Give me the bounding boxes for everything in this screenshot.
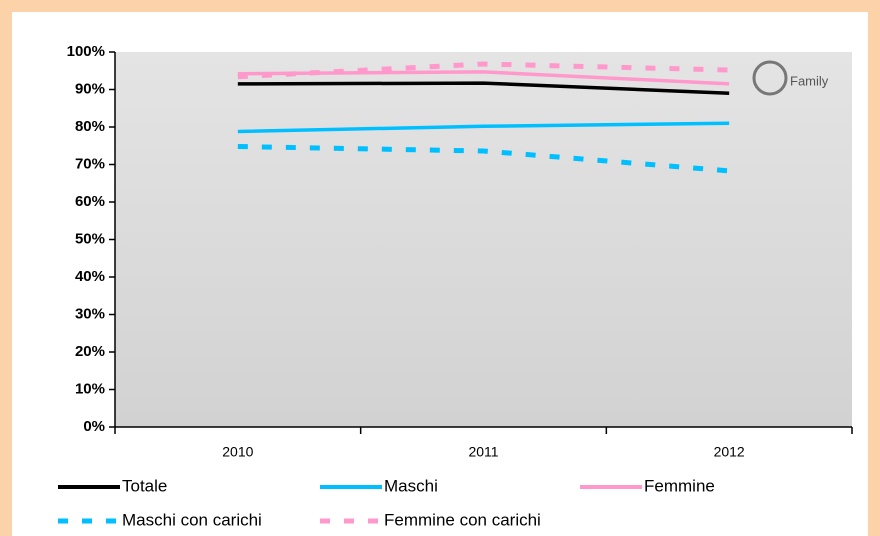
- legend-label: Maschi con carichi: [122, 510, 262, 529]
- x-tick-label: 2010: [222, 444, 253, 460]
- legend-label: Maschi: [384, 476, 438, 495]
- y-tick-label: 10%: [75, 380, 105, 397]
- series-line: [237, 81, 730, 95]
- x-tick-label: 2012: [714, 444, 745, 460]
- y-tick-label: 80%: [75, 118, 105, 135]
- y-tick-label: 30%: [75, 305, 105, 322]
- y-tick-label: 50%: [75, 230, 105, 247]
- logo: Family: [752, 60, 829, 96]
- series-line: [237, 61, 730, 80]
- legend-label: Femmine: [644, 476, 715, 495]
- legend-label: Femmine con carichi: [384, 510, 541, 529]
- series-line: [237, 144, 730, 174]
- plot-area: [115, 52, 852, 427]
- y-tick-label: 70%: [75, 155, 105, 172]
- y-tick-label: 0%: [83, 418, 105, 435]
- y-tick-label: 60%: [75, 193, 105, 210]
- logo-icon: [752, 60, 788, 96]
- y-tick-label: 20%: [75, 343, 105, 360]
- series-line: [237, 121, 730, 134]
- logo-text: Family: [790, 73, 829, 88]
- y-tick-label: 100%: [67, 43, 105, 60]
- y-tick-label: 40%: [75, 268, 105, 285]
- x-tick-label: 2011: [468, 444, 498, 460]
- legend-label: Totale: [122, 476, 167, 495]
- y-tick-label: 90%: [75, 80, 105, 97]
